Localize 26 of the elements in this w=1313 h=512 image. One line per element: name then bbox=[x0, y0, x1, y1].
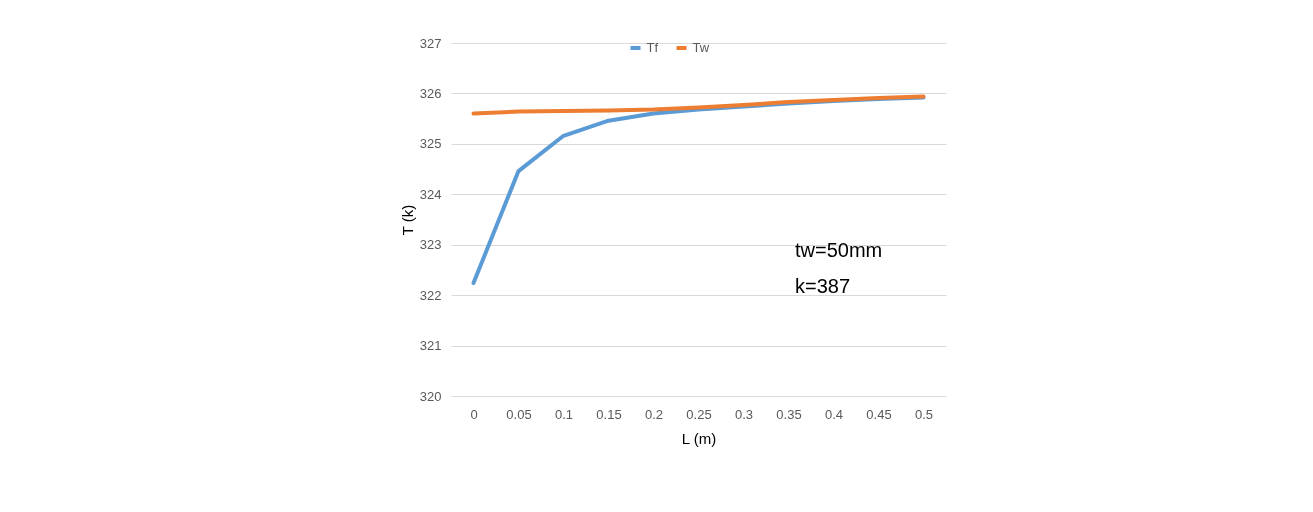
x-tick-label: 0.45 bbox=[866, 406, 892, 422]
x-tick-label: 0.2 bbox=[644, 406, 664, 422]
legend-label: Tf bbox=[646, 40, 659, 55]
y-axis-title: T (k) bbox=[398, 204, 416, 236]
annotation: k=387 bbox=[795, 275, 851, 298]
y-tick-label: 327 bbox=[419, 35, 442, 51]
x-axis-title: L (m) bbox=[681, 429, 717, 447]
y-tick-label: 326 bbox=[419, 85, 442, 101]
x-tick-label: 0.35 bbox=[776, 406, 802, 422]
y-tick-label: 320 bbox=[419, 388, 442, 404]
x-tick-label: 0.25 bbox=[686, 406, 712, 422]
legend-label: Tw bbox=[692, 40, 710, 55]
x-tick-label: 0.3 bbox=[734, 406, 754, 422]
x-tick-label: 0 bbox=[470, 406, 478, 422]
x-tick-label: 0.05 bbox=[506, 406, 532, 422]
y-tick-label: 325 bbox=[419, 136, 442, 152]
y-tick-label: 322 bbox=[419, 287, 442, 303]
annotation: tw=50mm bbox=[795, 239, 883, 262]
line-series bbox=[471, 94, 926, 116]
x-tick-label: 0.1 bbox=[554, 406, 574, 422]
x-tick-label: 0.4 bbox=[824, 406, 844, 422]
y-tick-label: 321 bbox=[419, 338, 442, 354]
x-tick-label: 0.15 bbox=[596, 406, 622, 422]
y-tick-label: 323 bbox=[419, 237, 442, 253]
x-tick-label: 0.5 bbox=[914, 406, 934, 422]
y-tick-label: 324 bbox=[419, 186, 442, 202]
